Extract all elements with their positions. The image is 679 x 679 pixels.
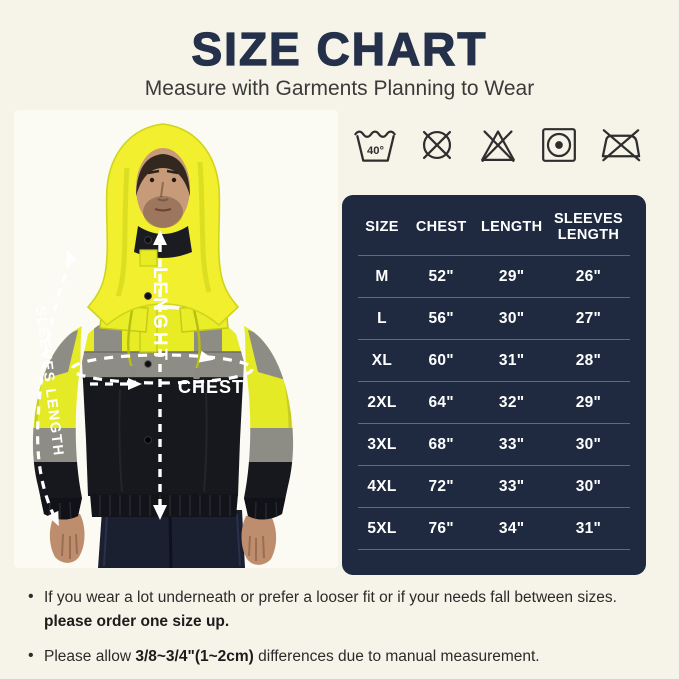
col-header-size: SIZE (365, 218, 399, 235)
do-not-iron-icon (601, 129, 641, 162)
chest-cell: 72" (428, 477, 454, 495)
length-cell: 32" (498, 393, 525, 411)
page-subtitle: Measure with Garments Planning to Wear (144, 77, 535, 100)
chest-label: CHEST (178, 377, 244, 397)
do-not-bleach-icon (481, 130, 515, 162)
sleeves-cell: 29" (575, 393, 602, 411)
table-body: M 52" 29" 26" L 56" 30" 27" XL 60" 31" 2… (358, 255, 630, 550)
sleeves-cell: 28" (575, 351, 602, 369)
chest-cell: 60" (428, 351, 454, 369)
note-bold-text: please order one size up. (44, 613, 230, 631)
note-text: If you wear a lot underneath or prefer a… (44, 589, 617, 606)
sleeves-cell: 30" (575, 477, 602, 495)
table-row-3xl: 3XL 68" 33" 30" (358, 423, 630, 465)
table-header-row: SIZE CHEST LENGTH SLEEVES LENGTH (358, 199, 630, 255)
footnotes: If you wear a lot underneath or prefer a… (27, 585, 655, 679)
hair (136, 154, 190, 196)
care-symbols-row: 40° (352, 120, 644, 170)
note-bold-text: 3/8~3/4"(1~2cm) (135, 648, 254, 666)
chest-cell: 64" (428, 393, 454, 411)
size-chart-table: SIZE CHEST LENGTH SLEEVES LENGTH M 52" 2… (342, 195, 646, 575)
tumble-dry-icon (542, 128, 576, 162)
col-header-sleeves: SLEEVES LENGTH (553, 210, 623, 243)
size-cell: M (375, 267, 389, 285)
right-eye (171, 177, 177, 183)
note-text: Please allow (44, 648, 136, 666)
col-header-length: LENGTH (480, 218, 543, 235)
sleeves-cell: 27" (575, 309, 602, 327)
length-cell: 34" (498, 519, 525, 537)
jacket-model-illustration: LENGHT CHEST SLEEVES LENGTH (14, 110, 338, 569)
size-cell: L (377, 309, 387, 327)
size-cell: 5XL (367, 519, 397, 537)
length-cell: 29" (498, 267, 525, 285)
length-cell: 31" (498, 351, 525, 369)
chest-cell: 76" (428, 519, 454, 537)
nose (157, 181, 169, 202)
chest-cell: 68" (428, 435, 454, 453)
length-cell: 33" (498, 435, 525, 453)
table-row-4xl: 4XL 72" 33" 30" (358, 465, 630, 507)
jeans (98, 510, 245, 569)
product-photo: LENGHT CHEST SLEEVES LENGTH (10, 110, 342, 574)
sleeves-cell: 30" (575, 435, 602, 453)
left-eye (149, 177, 155, 183)
table-row-l: L 56" 30" 27" (358, 297, 630, 339)
sleeves-cell: 31" (575, 519, 602, 537)
eyebrows (147, 169, 179, 175)
page-title: SIZE CHART (191, 22, 488, 75)
do-not-dry-clean-icon (422, 130, 452, 160)
sleeves-cell: 26" (575, 267, 602, 285)
table-row-2xl: 2XL 64" 32" 29" (358, 381, 630, 423)
table-row-m: M 52" 29" 26" (358, 255, 630, 297)
size-cell: XL (371, 351, 393, 369)
col-header-chest: CHEST (415, 218, 467, 235)
beard-stubble (143, 196, 183, 228)
mouth (154, 207, 172, 212)
size-cell: 3XL (367, 435, 397, 453)
note-tolerance: Please allow 3/8~3/4"(1~2cm) differences… (27, 644, 655, 669)
size-cell: 4XL (367, 477, 397, 495)
wash-temp-label: 40° (367, 145, 385, 157)
chest-measure-ellipse: CHEST (70, 350, 254, 397)
machine-wash-40c-icon: 40° (354, 130, 396, 162)
right-hand (241, 514, 277, 565)
table-row-5xl: 5XL 76" 34" 31" (358, 507, 630, 549)
size-cell: 2XL (367, 393, 397, 411)
snap-buttons (144, 236, 152, 444)
chest-cell: 56" (428, 309, 454, 327)
length-cell: 33" (498, 477, 525, 495)
length-measure-line: LENGHT (149, 230, 170, 520)
note-sizing-advice: If you wear a lot underneath or prefer a… (27, 585, 655, 634)
note-text: differences due to manual measurement. (253, 648, 540, 666)
length-cell: 30" (498, 309, 525, 327)
length-label: LENGHT (149, 267, 170, 363)
table-row-xl: XL 60" 31" 28" (358, 339, 630, 381)
chest-cell: 52" (428, 267, 454, 285)
face (136, 148, 190, 228)
